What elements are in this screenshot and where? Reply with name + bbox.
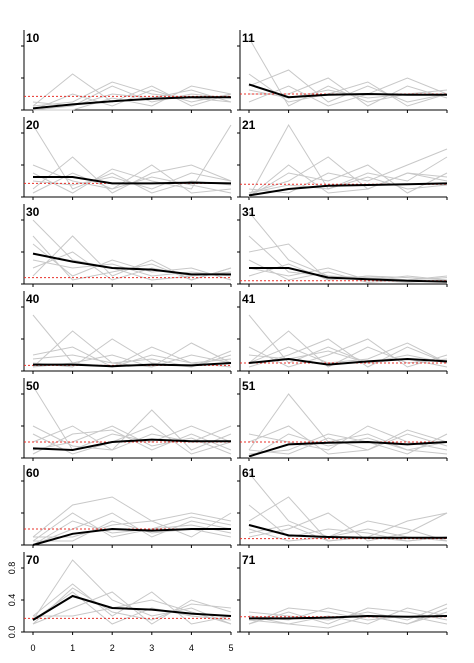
mean-line bbox=[248, 83, 447, 99]
panel-label: 51 bbox=[242, 379, 256, 393]
individual-line bbox=[248, 338, 448, 368]
panel-label: 60 bbox=[26, 466, 40, 480]
individual-line bbox=[248, 504, 448, 542]
individual-line bbox=[32, 409, 232, 451]
individual-line bbox=[248, 267, 448, 283]
individual-line bbox=[32, 243, 232, 281]
individual-line bbox=[32, 338, 232, 368]
y-tick-label: 0.0 bbox=[7, 626, 17, 639]
x-tick-label: 3 bbox=[149, 643, 154, 653]
individual-line bbox=[248, 342, 448, 364]
x-tick-label: 5 bbox=[228, 643, 233, 653]
mean-line bbox=[248, 357, 448, 366]
y-tick-label: 0.4 bbox=[7, 594, 17, 607]
individual-line bbox=[33, 520, 232, 542]
panel-20: 20 bbox=[21, 117, 232, 200]
mean-line bbox=[32, 527, 231, 546]
panel-31: 31 bbox=[237, 204, 448, 287]
panel-21: 21 bbox=[237, 117, 448, 200]
x-tick-label: 2 bbox=[110, 643, 115, 653]
individual-line bbox=[248, 607, 448, 625]
individual-line bbox=[32, 512, 232, 546]
mean-line bbox=[33, 362, 232, 368]
panel-label: 20 bbox=[26, 118, 40, 132]
individual-line bbox=[248, 314, 448, 364]
individual-line bbox=[32, 516, 232, 546]
mean-line bbox=[249, 614, 448, 620]
mean-line bbox=[248, 524, 447, 539]
panel-label: 70 bbox=[26, 553, 40, 567]
mean-line bbox=[32, 96, 231, 110]
panel-10: 10 bbox=[21, 30, 232, 113]
individual-line bbox=[248, 77, 448, 107]
panel-50: 50 bbox=[21, 378, 232, 461]
panel-label: 11 bbox=[242, 31, 255, 45]
mean-line bbox=[32, 438, 231, 452]
individual-line bbox=[248, 124, 448, 198]
panel-40: 40 bbox=[21, 291, 232, 374]
x-tick-label: 0 bbox=[30, 643, 35, 653]
x-tick-label: 1 bbox=[70, 643, 75, 653]
individual-line bbox=[248, 164, 448, 198]
individual-line bbox=[248, 429, 448, 455]
individual-line bbox=[248, 164, 448, 198]
panel-41: 41 bbox=[237, 291, 448, 374]
individual-line bbox=[248, 512, 448, 542]
panel-61: 61 bbox=[237, 465, 448, 548]
y-tick-label: 0.8 bbox=[7, 562, 17, 575]
individual-line bbox=[32, 346, 232, 368]
panel-label: 30 bbox=[26, 205, 40, 219]
individual-line bbox=[248, 176, 448, 194]
panel-label: 21 bbox=[242, 118, 256, 132]
panel-label: 10 bbox=[26, 31, 40, 45]
individual-line bbox=[32, 259, 232, 277]
individual-line bbox=[248, 338, 448, 368]
panel-60: 60 bbox=[21, 465, 232, 548]
panel-label: 50 bbox=[26, 379, 40, 393]
panel-51: 51 bbox=[237, 378, 448, 461]
individual-line bbox=[248, 73, 448, 107]
panel-label: 40 bbox=[26, 292, 40, 306]
x-tick-label: 4 bbox=[189, 643, 194, 653]
panel-70: 70 0.0 0.4 0.8 0 1 2 3 4 5 bbox=[7, 552, 234, 653]
individual-line bbox=[248, 69, 448, 103]
individual-line bbox=[32, 124, 232, 194]
individual-line bbox=[32, 385, 232, 451]
panel-30: 30 bbox=[21, 204, 232, 287]
panel-label: 61 bbox=[242, 466, 256, 480]
panel-71: 71 bbox=[237, 552, 448, 635]
individual-line bbox=[32, 73, 232, 107]
individual-line bbox=[32, 587, 232, 625]
panel-label: 71 bbox=[242, 553, 256, 567]
mean-line bbox=[33, 176, 232, 185]
individual-line bbox=[248, 611, 448, 629]
panel-label: 31 bbox=[242, 205, 256, 219]
mean-line bbox=[249, 267, 448, 283]
mean-line bbox=[32, 594, 232, 621]
mean-line bbox=[32, 252, 231, 276]
individual-line bbox=[248, 259, 448, 283]
individual-line bbox=[32, 496, 232, 538]
individual-line bbox=[248, 148, 448, 194]
individual-line bbox=[33, 85, 232, 111]
panel-label: 41 bbox=[242, 292, 256, 306]
individual-line bbox=[32, 314, 232, 368]
mean-line bbox=[248, 440, 448, 458]
individual-line bbox=[248, 425, 448, 455]
panel-11: 11 bbox=[237, 30, 448, 113]
individual-line bbox=[32, 512, 232, 542]
mean-line bbox=[248, 182, 448, 197]
individual-line bbox=[33, 512, 232, 538]
individual-line bbox=[32, 81, 232, 107]
